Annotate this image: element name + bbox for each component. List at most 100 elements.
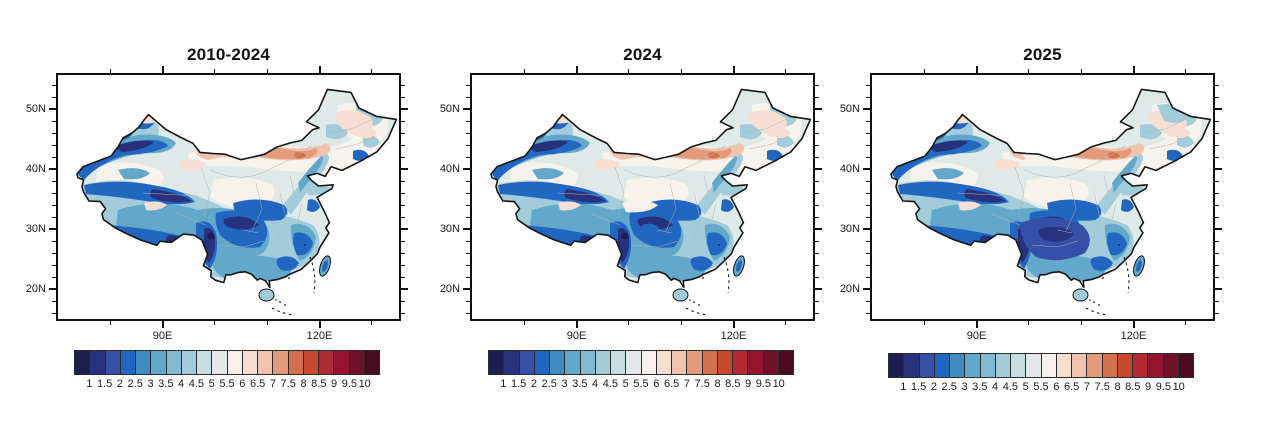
colorbar-tick-label: 8.5 [725,378,741,390]
x-axis-tick [628,69,630,73]
y-axis-tick [401,84,405,86]
x-axis-tick [975,66,978,73]
colorbar-tick-label: 7.5 [1094,381,1110,393]
colorbar-tick-label: 1.5 [910,381,927,393]
colorbar-tick-label: 7.5 [694,378,710,390]
x-axis-tick [975,321,978,328]
colorbar-tick-label: 9.5 [341,378,358,390]
colorbar-cell [550,351,566,374]
colorbar-cell [778,351,793,374]
colorbar-tick-label: 1.5 [96,378,113,390]
colorbar-tick-label: 5.5 [633,378,649,390]
y-axis-tick [815,288,822,291]
y-axis-tick [52,252,56,254]
y-axis-tick [866,180,870,182]
plot-frame [56,73,401,321]
colorbar-cell [120,351,136,374]
colorbar-cell [303,351,319,374]
x-axis-tick [575,66,578,73]
y-tick-label: 30N [439,223,460,236]
y-axis-tick [863,288,870,291]
colorbar-cell [489,351,505,374]
x-axis-tick [1080,69,1082,73]
x-axis-tick [732,321,735,328]
colorbar-tick-label: 1 [86,378,93,390]
y-axis-tick [49,108,56,111]
y-axis-tick [401,228,408,231]
y-axis-tick [866,276,870,278]
y-axis-tick [866,312,870,314]
y-axis-tick [1215,108,1222,111]
colorbar-labels: 1 1.5 2 2.5 3 3.5 4 4.5 5 5.5 6 6.5 7 7.5 8 8.5 9 9.5 10 [488,378,794,394]
y-axis-tick [1215,144,1219,146]
y-axis-tick [866,96,870,98]
colorbar-tick-label: 1 [500,378,507,390]
y-axis-tick [866,84,870,86]
colorbar-cell [950,354,966,377]
y-axis-tick [815,168,822,171]
colorbar-cell [565,351,581,374]
colorbar-labels: 1 1.5 2 2.5 3 3.5 4 4.5 5 5.5 6 6.5 7 7.5 8 8.5 9 9.5 10 [888,381,1194,397]
y-axis-tick [866,252,870,254]
colorbar-tick-label: 7.5 [280,378,296,390]
map-plot-area: 50N 40N 30N 20N 90E 120E [840,66,1222,342]
colorbar-cell [105,351,121,374]
y-axis-tick [52,204,56,206]
y-axis-tick [815,204,819,206]
y-axis-tick [815,216,819,218]
colorbar-tick-label: 3 [561,378,568,390]
y-axis-tick [52,264,56,266]
y-axis-tick [52,300,56,302]
y-tick-label: 50N [839,103,860,116]
y-axis-tick [866,132,870,134]
y-axis-tick [401,96,405,98]
colorbar-tick-label: 3 [147,378,154,390]
colorbar-cells [888,353,1194,378]
y-tick-label: 40N [439,163,460,176]
colorbar-cell [1026,354,1042,377]
colorbar-tick-label: 8 [714,378,721,390]
panel-title: 2025 [1023,45,1062,64]
colorbar-tick-label: 2 [530,378,537,390]
x-axis-tick [680,321,682,325]
y-axis-tick [866,156,870,158]
y-axis-tick [466,120,470,122]
x-axis-tick [575,321,578,328]
x-axis-tick [923,321,925,325]
y-axis-tick [815,252,819,254]
colorbar-tick-label: 5.5 [1033,381,1049,393]
y-axis-tick [866,204,870,206]
china-fill-layer [58,75,399,319]
y-tick-label: 50N [439,103,460,116]
colorbar-tick-label: 4 [592,378,599,390]
y-axis-tick [52,156,56,158]
y-axis-tick [401,132,405,134]
y-axis-tick [401,168,408,171]
y-axis-tick [401,192,405,194]
y-axis-tick [52,240,56,242]
y-axis-tick [466,204,470,206]
x-tick-label: 120E [720,330,747,342]
colorbar-tick-label: 10 [358,378,371,390]
x-axis-tick [266,69,268,73]
colorbar-cell [273,351,289,374]
colorbar-cell [611,351,627,374]
colorbar-cell [504,351,520,374]
x-axis-tick [214,69,216,73]
y-axis-tick [466,156,470,158]
colorbar-cell [1117,354,1133,377]
x-axis-tick [1132,321,1135,328]
colorbar-cell [889,354,905,377]
colorbar-cell [580,351,596,374]
y-axis-tick [463,288,470,291]
colorbar-tick-label: 5.5 [219,378,235,390]
y-axis-tick [52,96,56,98]
y-axis-tick [401,180,405,182]
x-axis-tick [109,69,111,73]
x-axis-tick [161,66,164,73]
colorbar-tick-label: 6 [653,378,660,390]
y-axis-tick [815,180,819,182]
x-axis-tick [1080,321,1082,325]
y-axis-tick [463,228,470,231]
y-axis-tick [815,156,819,158]
